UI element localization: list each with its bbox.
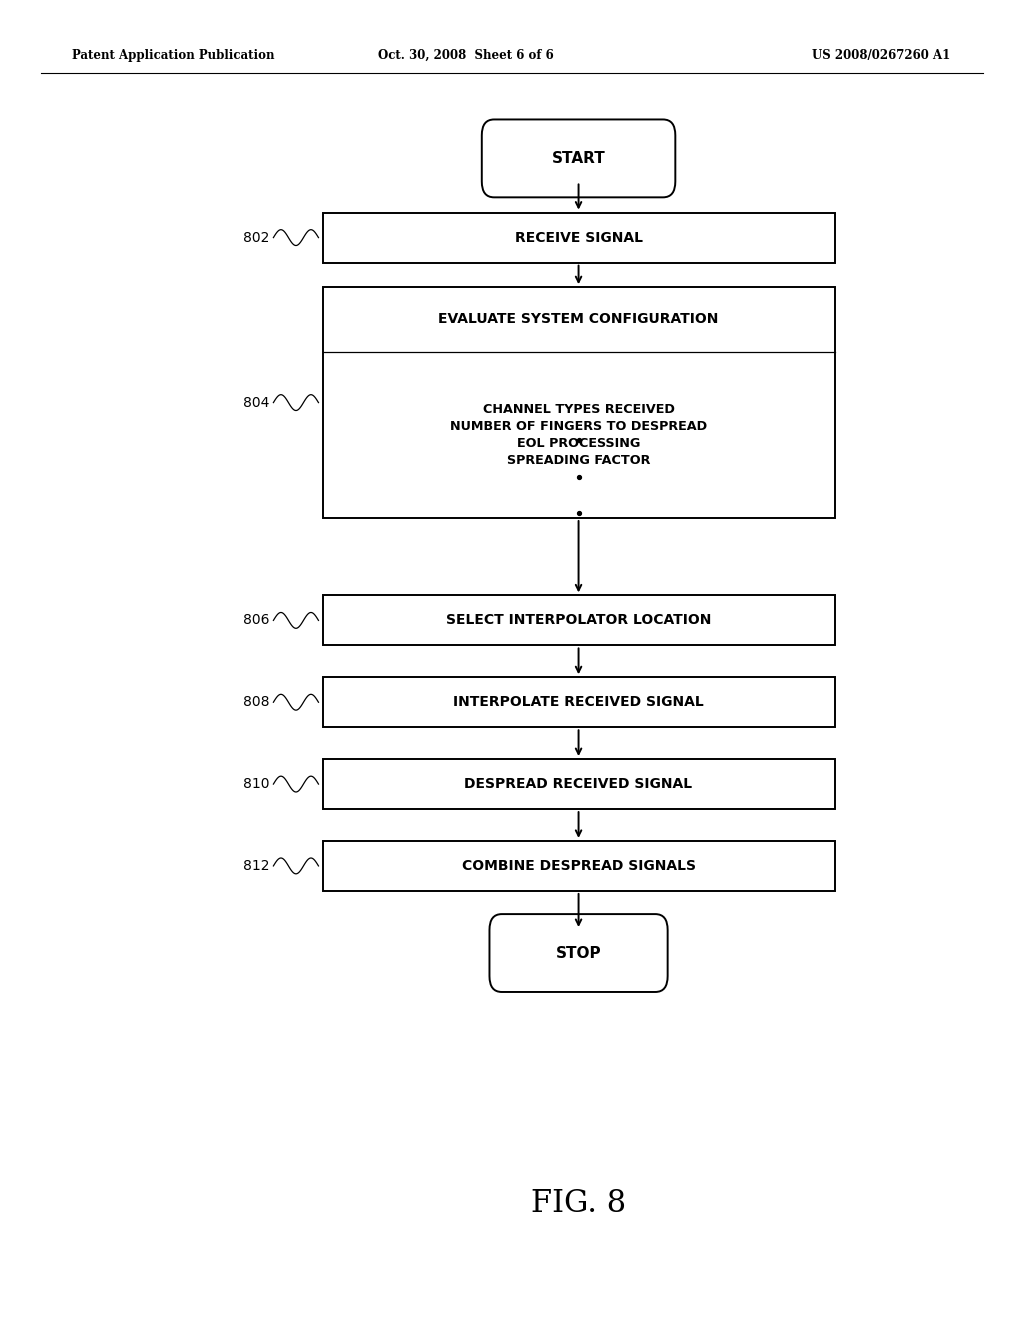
Text: 812: 812 <box>243 859 269 873</box>
Bar <box>323 841 835 891</box>
Text: RECEIVE SIGNAL: RECEIVE SIGNAL <box>514 231 643 244</box>
Text: DESPREAD RECEIVED SIGNAL: DESPREAD RECEIVED SIGNAL <box>465 777 692 791</box>
Bar <box>323 759 835 809</box>
Bar <box>323 677 835 727</box>
Bar <box>323 213 835 263</box>
FancyBboxPatch shape <box>489 913 668 993</box>
Text: US 2008/0267260 A1: US 2008/0267260 A1 <box>811 49 950 62</box>
FancyBboxPatch shape <box>481 119 676 197</box>
Text: Patent Application Publication: Patent Application Publication <box>72 49 274 62</box>
Bar <box>323 595 835 645</box>
Text: CHANNEL TYPES RECEIVED
NUMBER OF FINGERS TO DESPREAD
EOL PROCESSING
SPREADING FA: CHANNEL TYPES RECEIVED NUMBER OF FINGERS… <box>450 403 708 467</box>
Bar <box>323 288 835 519</box>
Text: EVALUATE SYSTEM CONFIGURATION: EVALUATE SYSTEM CONFIGURATION <box>438 313 719 326</box>
Text: STOP: STOP <box>556 945 601 961</box>
Text: COMBINE DESPREAD SIGNALS: COMBINE DESPREAD SIGNALS <box>462 859 695 873</box>
Text: START: START <box>552 150 605 166</box>
Text: 804: 804 <box>243 396 269 409</box>
Text: 808: 808 <box>243 696 269 709</box>
Text: 806: 806 <box>243 614 269 627</box>
Text: 810: 810 <box>243 777 269 791</box>
Text: 802: 802 <box>243 231 269 244</box>
Text: INTERPOLATE RECEIVED SIGNAL: INTERPOLATE RECEIVED SIGNAL <box>454 696 703 709</box>
Text: FIG. 8: FIG. 8 <box>531 1188 626 1220</box>
Text: SELECT INTERPOLATOR LOCATION: SELECT INTERPOLATOR LOCATION <box>445 614 712 627</box>
Text: Oct. 30, 2008  Sheet 6 of 6: Oct. 30, 2008 Sheet 6 of 6 <box>378 49 554 62</box>
